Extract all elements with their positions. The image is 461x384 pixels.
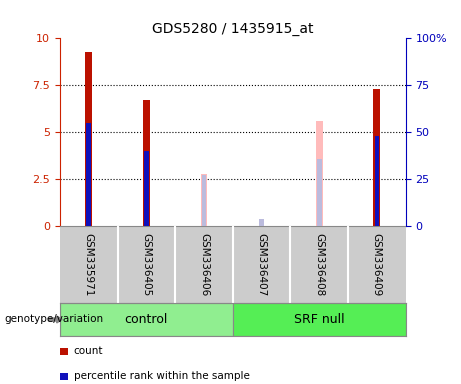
Text: genotype/variation: genotype/variation — [5, 314, 104, 324]
Bar — [143, 101, 150, 227]
Bar — [85, 51, 92, 227]
Text: GSM336407: GSM336407 — [257, 233, 266, 296]
Text: count: count — [74, 346, 103, 356]
Text: GSM336409: GSM336409 — [372, 233, 382, 296]
Text: GSM335971: GSM335971 — [84, 233, 94, 296]
Bar — [373, 89, 380, 227]
Bar — [60, 303, 233, 336]
Bar — [374, 136, 379, 227]
Text: GSM336405: GSM336405 — [142, 233, 151, 296]
Bar — [259, 219, 264, 227]
Text: percentile rank within the sample: percentile rank within the sample — [74, 371, 250, 381]
Bar — [86, 123, 91, 227]
Bar — [201, 174, 207, 227]
Text: GSM336406: GSM336406 — [199, 233, 209, 296]
Bar — [316, 121, 323, 227]
Bar — [233, 303, 406, 336]
Text: SRF null: SRF null — [294, 313, 344, 326]
Text: GSM336408: GSM336408 — [314, 233, 324, 296]
Bar — [317, 159, 321, 227]
Bar — [201, 175, 206, 227]
Bar — [144, 151, 148, 227]
Text: control: control — [124, 313, 168, 326]
Title: GDS5280 / 1435915_at: GDS5280 / 1435915_at — [152, 22, 313, 36]
